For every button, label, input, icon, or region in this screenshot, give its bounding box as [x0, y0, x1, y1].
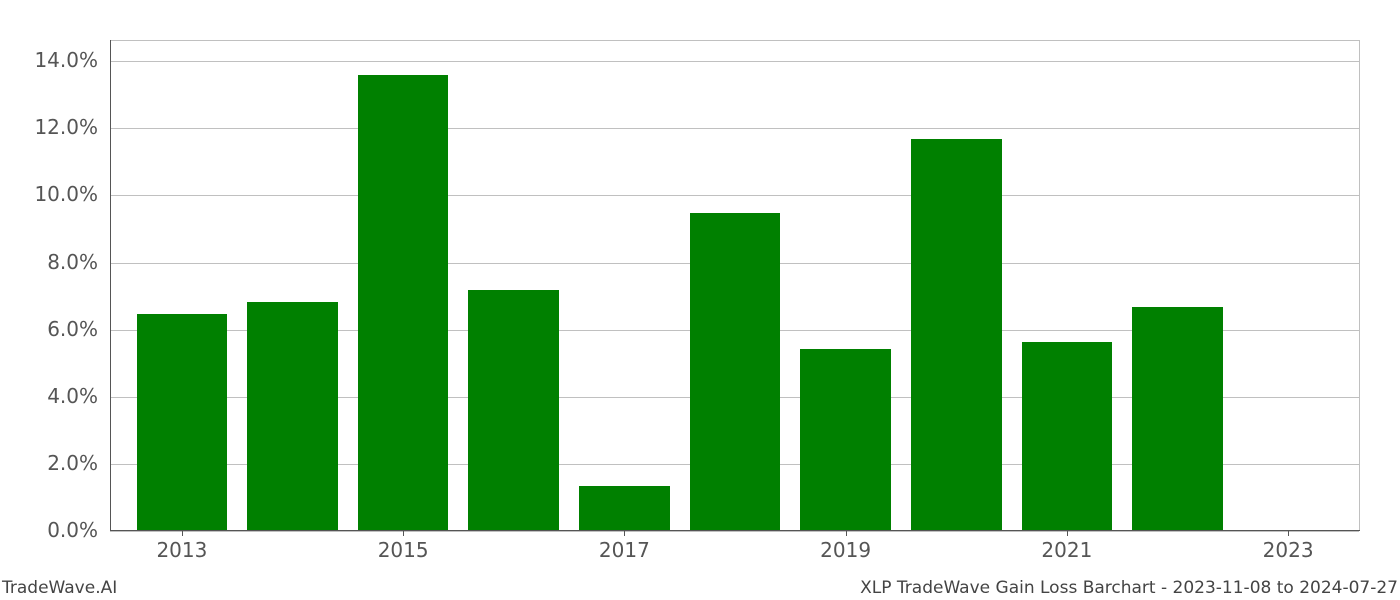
bar — [1132, 307, 1223, 530]
bar — [690, 213, 781, 530]
y-gridline — [110, 128, 1359, 129]
y-tick-label: 4.0% — [0, 384, 98, 408]
y-tick-label: 2.0% — [0, 451, 98, 475]
y-gridline — [110, 531, 1359, 532]
bar — [579, 486, 670, 530]
x-tick-label: 2023 — [1263, 538, 1314, 562]
bar — [247, 302, 338, 530]
y-tick-label: 6.0% — [0, 317, 98, 341]
y-tick-label: 14.0% — [0, 48, 98, 72]
y-tick-label: 10.0% — [0, 182, 98, 206]
x-tick-label: 2015 — [378, 538, 429, 562]
y-tick-label: 0.0% — [0, 518, 98, 542]
x-tick-mark — [846, 530, 847, 536]
chart-container: 0.0% 2.0% 4.0% 6.0% 8.0% 10.0% 12.0% 14.0% 2013 2… — [0, 0, 1400, 600]
x-tick-mark — [403, 530, 404, 536]
bar — [1022, 342, 1113, 530]
y-axis-spine — [110, 40, 111, 530]
x-tick-mark — [1288, 530, 1289, 536]
bar — [911, 139, 1002, 530]
bar — [137, 314, 228, 530]
bar — [800, 349, 891, 530]
y-gridline — [110, 195, 1359, 196]
x-tick-label: 2019 — [820, 538, 871, 562]
bar — [468, 290, 559, 530]
x-tick-mark — [1067, 530, 1068, 536]
y-tick-label: 12.0% — [0, 115, 98, 139]
x-axis-spine — [110, 530, 1360, 531]
footer-right-caption: XLP TradeWave Gain Loss Barchart - 2023-… — [860, 578, 1398, 598]
y-tick-label: 8.0% — [0, 250, 98, 274]
bar — [358, 75, 449, 530]
x-tick-label: 2013 — [156, 538, 207, 562]
y-gridline — [110, 61, 1359, 62]
footer-left-watermark: TradeWave.AI — [2, 578, 117, 598]
x-tick-mark — [182, 530, 183, 536]
x-tick-label: 2017 — [599, 538, 650, 562]
x-tick-mark — [624, 530, 625, 536]
x-tick-label: 2021 — [1041, 538, 1092, 562]
